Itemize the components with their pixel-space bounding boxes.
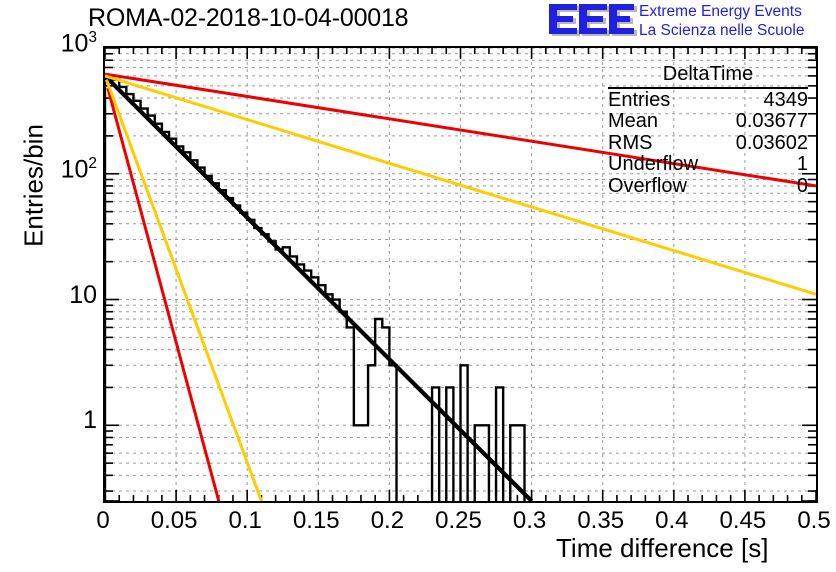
y-tick-label: 1 — [83, 406, 97, 435]
plot-frame — [103, 46, 818, 503]
stats-row-value: 1 — [796, 153, 808, 175]
stats-row: Overflow 0 — [608, 174, 808, 198]
fit-red — [105, 72, 816, 188]
x-axis-title: Time difference [s] — [556, 533, 769, 563]
page-title: ROMA-02-2018-10-04-00018 — [88, 4, 409, 32]
stats-row-label: Underflow — [608, 153, 699, 175]
eee-logo: Extreme Energy Events La Scienza nelle S… — [547, 2, 835, 42]
stats-row-value: 0.03677 — [735, 110, 808, 132]
stats-row-label: RMS — [608, 131, 653, 154]
stats-title: DeltaTime — [608, 63, 808, 89]
x-tick-label: 0.1 — [228, 507, 262, 534]
eee-logo-mark — [549, 4, 637, 36]
x-tick-label: 0.3 — [512, 507, 547, 534]
y-tick-label: 10 — [69, 280, 97, 309]
fit-yellow — [105, 74, 816, 296]
stats-row: Entries 4349 — [608, 88, 809, 112]
stats-box: DeltaTime Entries 4349 Mean 0.03677 RMS 0.036… — [608, 63, 809, 198]
x-tick-label: 0.05 — [150, 507, 198, 534]
x-tick-label: 0 — [96, 507, 110, 534]
stats-row-value: 4349 — [763, 88, 809, 111]
eee-logo-line1: Extreme Energy Events — [639, 3, 802, 20]
stats-row: Mean 0.03677 — [608, 110, 808, 133]
stats-row-label: Mean — [608, 110, 659, 132]
x-tick-label: 0.5 — [797, 507, 831, 534]
plot-graphics — [105, 48, 816, 501]
stats-row-label: Overflow — [608, 174, 687, 197]
x-tick-label: 0.35 — [577, 507, 625, 534]
stats-row-label: Entries — [608, 88, 671, 111]
grid-lines — [105, 48, 816, 501]
x-tick-label: 0.15 — [292, 507, 340, 534]
x-tick-label: 0.4 — [655, 507, 689, 534]
x-tick-label: 0.45 — [719, 507, 767, 534]
stats-row: Underflow 1 — [608, 153, 808, 176]
eee-logo-text: Extreme Energy Events La Scienza nelle S… — [639, 2, 804, 40]
x-tick-label: 0.2 — [370, 507, 405, 534]
y-axis-title: Entries/bin — [18, 124, 49, 247]
stats-row-value: 0.03602 — [735, 131, 808, 154]
x-tick-label: 0.25 — [435, 507, 482, 534]
fit-black — [105, 74, 534, 501]
stats-rows: Entries 4349 Mean 0.03677 RMS 0.03602 Underflo… — [608, 88, 809, 198]
fit-red-steep — [106, 87, 221, 501]
y-tick-label: 102 — [60, 154, 97, 184]
fit-yellow-steep — [105, 79, 263, 501]
stats-row: RMS 0.03602 — [608, 131, 808, 155]
eee-logo-line2: La Scienza nelle Scuole — [639, 22, 805, 39]
stats-row-value: 0 — [796, 174, 808, 197]
y-tick-label: 103 — [60, 29, 97, 58]
